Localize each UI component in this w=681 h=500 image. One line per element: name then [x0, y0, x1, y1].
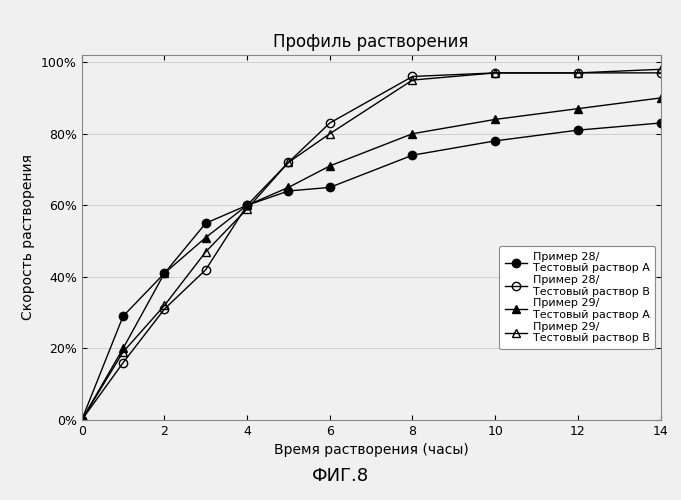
Пример 29/
Тестовый раствор В: [574, 70, 582, 76]
Пример 29/
Тестовый раствор В: [243, 206, 251, 212]
Y-axis label: Скорость растворения: Скорость растворения: [21, 154, 35, 320]
Пример 28/
Тестовый раствор В: [202, 266, 210, 272]
Legend: Пример 28/
Тестовый раствор А, Пример 28/
Тестовый раствор В, Пример 29/
Тестовы: Пример 28/ Тестовый раствор А, Пример 28…: [499, 246, 655, 348]
Line: Пример 29/
Тестовый раствор В: Пример 29/ Тестовый раствор В: [78, 65, 665, 424]
Пример 29/
Тестовый раствор В: [160, 302, 168, 308]
Пример 28/
Тестовый раствор А: [491, 138, 499, 144]
Пример 28/
Тестовый раствор В: [326, 120, 334, 126]
Пример 29/
Тестовый раствор А: [202, 234, 210, 240]
Пример 29/
Тестовый раствор А: [409, 130, 417, 136]
Пример 28/
Тестовый раствор А: [160, 270, 168, 276]
Пример 29/
Тестовый раствор А: [574, 106, 582, 112]
Пример 28/
Тестовый раствор А: [574, 127, 582, 133]
X-axis label: Время растворения (часы): Время растворения (часы): [274, 444, 469, 458]
Line: Пример 28/
Тестовый раствор А: Пример 28/ Тестовый раствор А: [78, 119, 665, 424]
Пример 28/
Тестовый раствор А: [656, 120, 665, 126]
Title: Профиль растворения: Профиль растворения: [274, 32, 469, 50]
Text: ФИГ.8: ФИГ.8: [312, 467, 369, 485]
Пример 28/
Тестовый раствор В: [243, 202, 251, 208]
Пример 28/
Тестовый раствор А: [78, 417, 86, 423]
Line: Пример 29/
Тестовый раствор А: Пример 29/ Тестовый раствор А: [78, 94, 665, 424]
Пример 29/
Тестовый раствор В: [409, 77, 417, 83]
Пример 29/
Тестовый раствор В: [78, 417, 86, 423]
Пример 29/
Тестовый раствор А: [78, 417, 86, 423]
Пример 29/
Тестовый раствор В: [119, 349, 127, 355]
Пример 29/
Тестовый раствор А: [160, 270, 168, 276]
Пример 28/
Тестовый раствор А: [285, 188, 293, 194]
Пример 28/
Тестовый раствор В: [491, 70, 499, 76]
Пример 28/
Тестовый раствор В: [656, 70, 665, 76]
Пример 28/
Тестовый раствор В: [78, 417, 86, 423]
Пример 28/
Тестовый раствор В: [409, 74, 417, 80]
Пример 29/
Тестовый раствор А: [119, 346, 127, 352]
Пример 29/
Тестовый раствор А: [285, 184, 293, 190]
Пример 29/
Тестовый раствор А: [491, 116, 499, 122]
Пример 28/
Тестовый раствор В: [285, 160, 293, 166]
Пример 29/
Тестовый раствор А: [243, 202, 251, 208]
Пример 28/
Тестовый раствор В: [160, 306, 168, 312]
Пример 28/
Тестовый раствор В: [119, 360, 127, 366]
Пример 29/
Тестовый раствор В: [285, 160, 293, 166]
Пример 28/
Тестовый раствор В: [574, 70, 582, 76]
Пример 29/
Тестовый раствор В: [202, 249, 210, 255]
Пример 28/
Тестовый раствор А: [326, 184, 334, 190]
Line: Пример 28/
Тестовый раствор В: Пример 28/ Тестовый раствор В: [78, 68, 665, 424]
Пример 29/
Тестовый раствор А: [656, 95, 665, 101]
Пример 28/
Тестовый раствор А: [243, 202, 251, 208]
Пример 29/
Тестовый раствор А: [326, 163, 334, 169]
Пример 28/
Тестовый раствор А: [119, 313, 127, 319]
Пример 28/
Тестовый раствор А: [202, 220, 210, 226]
Пример 29/
Тестовый раствор В: [656, 66, 665, 72]
Пример 29/
Тестовый раствор В: [491, 70, 499, 76]
Пример 28/
Тестовый раствор А: [409, 152, 417, 158]
Пример 29/
Тестовый раствор В: [326, 130, 334, 136]
